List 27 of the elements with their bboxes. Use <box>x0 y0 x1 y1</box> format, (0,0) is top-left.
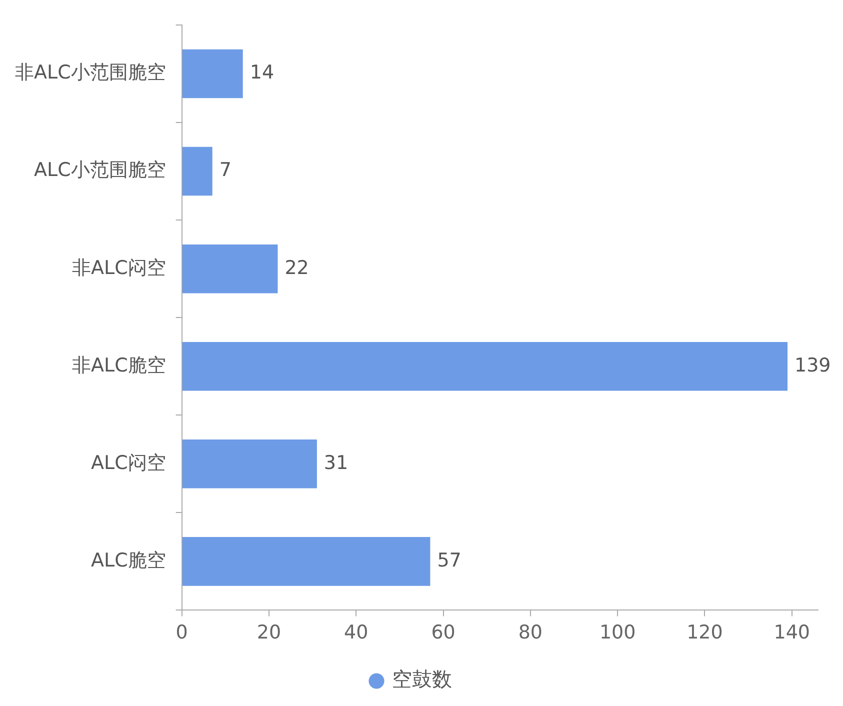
bar <box>182 342 788 391</box>
y-tick-label: ALC脆空 <box>90 549 166 572</box>
x-tick-label: 80 <box>518 622 543 644</box>
data-label: 22 <box>284 256 309 279</box>
y-tick-label: 非ALC闷空 <box>72 256 166 279</box>
data-label: 14 <box>250 62 274 84</box>
bar <box>182 244 278 294</box>
x-tick-label: 100 <box>599 622 636 644</box>
data-label: 57 <box>437 549 462 572</box>
y-tick-label: 非ALC小范围脆空 <box>14 62 166 84</box>
legend-label: 空鼓数 <box>392 667 452 692</box>
y-tick-label: ALC小范围脆空 <box>34 159 166 182</box>
x-tick-label: 140 <box>774 622 810 644</box>
data-label: 139 <box>794 354 831 376</box>
bar <box>182 49 243 98</box>
x-tick-label: 0 <box>176 622 188 644</box>
bar <box>182 440 317 488</box>
x-tick-label: 40 <box>344 622 368 644</box>
x-tick-label: 60 <box>431 622 456 644</box>
data-label: 7 <box>219 159 232 182</box>
bar <box>182 146 212 196</box>
y-tick-label: 非ALC脆空 <box>72 354 166 376</box>
x-tick-label: 20 <box>256 622 282 644</box>
y-tick-label: ALC闷空 <box>90 452 166 474</box>
data-label: 31 <box>324 452 348 474</box>
x-tick-label: 120 <box>686 622 723 644</box>
bar <box>182 537 430 586</box>
